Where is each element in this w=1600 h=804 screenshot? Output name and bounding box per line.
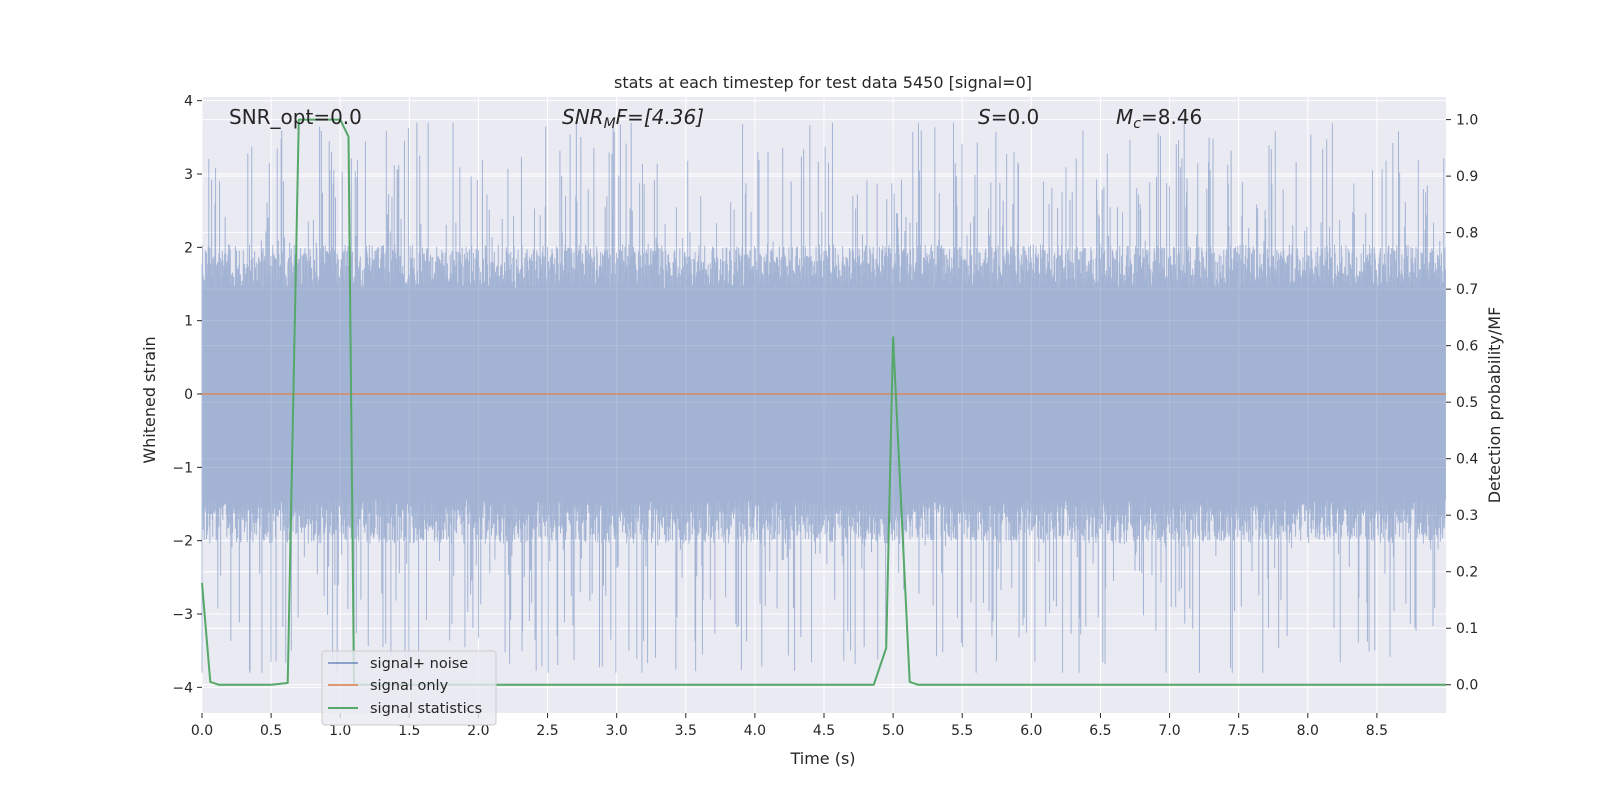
x-tick-label: 4.5 xyxy=(813,723,835,739)
mc-value: =8.46 xyxy=(1141,105,1202,129)
snr-mf-subscript: M xyxy=(604,116,616,132)
y-left-tick-label: −2 xyxy=(172,534,193,550)
x-tick-label: 0.0 xyxy=(191,723,213,739)
snr-mf-base: SNR xyxy=(562,105,604,129)
snr-mf-annotation: SNRMF=[4.36] xyxy=(562,105,704,132)
mc-base: M xyxy=(1116,105,1133,129)
s-label: S xyxy=(978,105,991,129)
y-left-tick-label: 1 xyxy=(184,314,193,330)
x-tick-label: 0.5 xyxy=(260,723,282,739)
y-right-tick-label: 0.9 xyxy=(1456,169,1478,185)
grid-lines xyxy=(201,97,1446,713)
y-left-tick-label: 3 xyxy=(184,167,193,183)
axis-ticks: 0.0 0.5 1.0 1.5 2.0 2.5 3.0 3.5 4.0 4.5 5.0 5.5 6.0 6… xyxy=(172,94,1478,739)
y-left-tick-label: 2 xyxy=(184,240,193,256)
x-tick-label: 7.5 xyxy=(1228,723,1250,739)
mc-subscript: c xyxy=(1133,116,1141,132)
y-right-tick-label: 0.7 xyxy=(1456,282,1478,298)
chart-title: stats at each timestep for test data 545… xyxy=(614,73,1032,92)
x-tick-label: 3.0 xyxy=(606,723,628,739)
x-tick-label: 6.0 xyxy=(1020,723,1042,739)
y-right-tick-label: 0.2 xyxy=(1456,565,1478,581)
snr-mf-rest: F=[4.36] xyxy=(616,105,704,129)
y-right-tick-label: 1.0 xyxy=(1456,113,1478,129)
legend-label-signal: signal only xyxy=(370,678,449,694)
y-axis-left-label: Whitened strain xyxy=(140,336,159,463)
y-right-tick-label: 0.8 xyxy=(1456,226,1478,242)
x-tick-label: 8.0 xyxy=(1297,723,1319,739)
x-tick-label: 1.0 xyxy=(329,723,351,739)
snr-opt-annotation: SNR_opt=0.0 xyxy=(229,105,362,129)
y-axis-right-label: Detection probability/MF xyxy=(1485,307,1504,504)
x-tick-label: 1.5 xyxy=(398,723,420,739)
mc-annotation: Mc=8.46 xyxy=(1116,105,1202,132)
x-tick-label: 2.0 xyxy=(467,723,489,739)
x-tick-label: 4.0 xyxy=(744,723,766,739)
y-right-tick-label: 0.5 xyxy=(1456,395,1478,411)
x-tick-label: 2.5 xyxy=(536,723,558,739)
x-tick-label: 8.5 xyxy=(1366,723,1388,739)
y-left-tick-label: −4 xyxy=(172,680,193,696)
x-tick-label: 6.5 xyxy=(1089,723,1111,739)
s-annotation: S=0.0 xyxy=(978,105,1039,129)
y-left-tick-label: 4 xyxy=(184,94,193,110)
y-left-tick-label: −1 xyxy=(172,460,193,476)
x-tick-label: 5.5 xyxy=(951,723,973,739)
y-left-tick-label: 0 xyxy=(184,387,193,403)
y-right-tick-label: 0.3 xyxy=(1456,508,1478,524)
s-value: =0.0 xyxy=(991,105,1040,129)
x-tick-label: 7.0 xyxy=(1158,723,1180,739)
y-right-tick-label: 0.4 xyxy=(1456,452,1478,468)
legend-label-noise: signal+ noise xyxy=(370,656,468,672)
legend-label-statistics: signal statistics xyxy=(370,701,482,717)
legend-box xyxy=(321,650,497,726)
y-left-tick-label: −3 xyxy=(172,607,193,623)
x-tick-label: 5.0 xyxy=(882,723,904,739)
statistics-line xyxy=(201,118,1446,686)
y-right-tick-label: 0.0 xyxy=(1456,678,1478,694)
y-right-tick-label: 0.1 xyxy=(1456,621,1478,637)
signal-statistics-series xyxy=(201,118,1446,686)
x-tick-label: 3.5 xyxy=(675,723,697,739)
x-axis-label: Time (s) xyxy=(789,749,855,768)
y-right-tick-label: 0.6 xyxy=(1456,339,1478,355)
legend: signal+ noise signal only signal statist… xyxy=(321,650,497,726)
